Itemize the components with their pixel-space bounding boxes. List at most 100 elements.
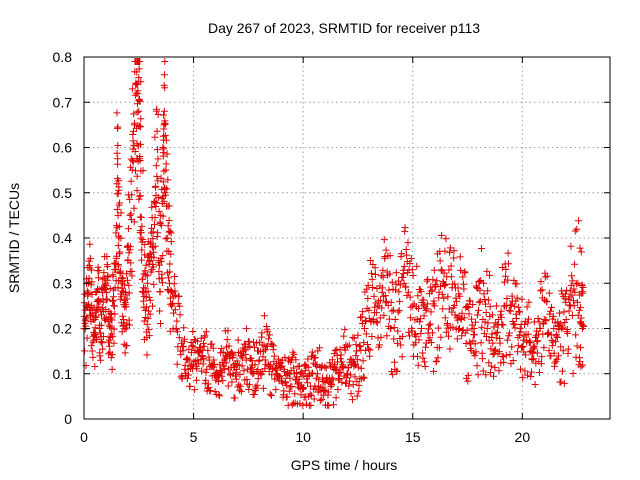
data-point bbox=[125, 281, 133, 289]
data-point bbox=[423, 305, 431, 313]
data-point bbox=[414, 292, 422, 300]
data-point bbox=[493, 328, 501, 336]
data-point bbox=[514, 342, 522, 350]
data-point bbox=[164, 222, 172, 230]
data-point bbox=[231, 394, 239, 402]
data-point bbox=[386, 252, 394, 260]
data-point bbox=[328, 356, 336, 364]
data-point bbox=[548, 303, 556, 311]
data-point bbox=[136, 192, 144, 200]
data-point bbox=[228, 378, 236, 386]
data-point bbox=[380, 236, 388, 244]
data-point bbox=[108, 316, 116, 324]
data-point bbox=[432, 357, 440, 365]
data-point bbox=[256, 348, 264, 356]
data-point bbox=[226, 355, 234, 363]
data-point bbox=[530, 355, 538, 363]
data-point bbox=[321, 363, 329, 371]
data-point bbox=[262, 346, 270, 354]
data-point bbox=[149, 228, 157, 236]
data-point bbox=[458, 309, 466, 317]
data-point bbox=[322, 364, 330, 372]
data-point bbox=[200, 342, 208, 350]
data-point bbox=[223, 336, 231, 344]
data-point bbox=[400, 270, 408, 278]
data-point bbox=[187, 339, 195, 347]
data-point bbox=[363, 285, 371, 293]
data-point bbox=[162, 160, 170, 168]
data-point bbox=[176, 311, 184, 319]
data-point bbox=[148, 224, 156, 232]
data-point bbox=[129, 127, 137, 135]
data-point bbox=[166, 227, 174, 235]
data-point bbox=[416, 315, 424, 323]
data-point bbox=[347, 390, 355, 398]
data-point bbox=[115, 186, 123, 194]
data-point bbox=[310, 395, 318, 403]
data-point bbox=[150, 281, 158, 289]
data-point bbox=[120, 319, 128, 327]
data-point bbox=[250, 369, 258, 377]
data-point bbox=[121, 349, 129, 357]
data-point bbox=[304, 355, 312, 363]
data-point bbox=[338, 378, 346, 386]
data-point bbox=[487, 369, 495, 377]
data-point bbox=[141, 241, 149, 249]
data-point bbox=[248, 364, 256, 372]
data-point bbox=[329, 401, 337, 409]
data-point bbox=[388, 307, 396, 315]
data-point bbox=[209, 344, 217, 352]
data-point bbox=[171, 272, 179, 280]
data-point bbox=[268, 340, 276, 348]
data-point bbox=[543, 298, 551, 306]
data-point bbox=[554, 352, 562, 360]
data-point bbox=[453, 297, 461, 305]
data-point bbox=[465, 304, 473, 312]
data-point bbox=[108, 297, 116, 305]
data-point bbox=[156, 288, 164, 296]
data-point bbox=[243, 325, 251, 333]
data-point bbox=[556, 309, 564, 317]
data-point bbox=[382, 246, 390, 254]
data-point bbox=[352, 347, 360, 355]
data-point bbox=[100, 315, 108, 323]
data-point bbox=[246, 342, 254, 350]
data-point bbox=[141, 267, 149, 275]
data-point bbox=[117, 267, 125, 275]
data-point bbox=[160, 107, 168, 115]
data-point bbox=[307, 392, 315, 400]
data-point bbox=[485, 271, 493, 279]
data-point bbox=[257, 371, 265, 379]
data-point bbox=[339, 362, 347, 370]
data-point bbox=[484, 287, 492, 295]
data-point bbox=[517, 365, 525, 373]
data-point bbox=[385, 286, 393, 294]
data-point bbox=[113, 180, 121, 188]
data-point bbox=[438, 290, 446, 298]
data-point bbox=[135, 74, 143, 82]
data-point bbox=[144, 287, 152, 295]
data-point bbox=[164, 285, 172, 293]
data-point bbox=[122, 303, 130, 311]
data-point bbox=[511, 324, 519, 332]
data-point bbox=[96, 329, 104, 337]
data-point bbox=[379, 266, 387, 274]
data-point bbox=[139, 236, 147, 244]
data-point bbox=[157, 257, 165, 265]
data-point bbox=[137, 140, 145, 148]
data-point bbox=[164, 176, 172, 184]
data-point bbox=[305, 371, 313, 379]
data-point bbox=[154, 194, 162, 202]
data-point bbox=[380, 311, 388, 319]
data-point bbox=[450, 247, 458, 255]
data-point bbox=[397, 341, 405, 349]
data-point bbox=[165, 217, 173, 225]
data-point bbox=[483, 325, 491, 332]
data-point bbox=[105, 342, 113, 350]
y-tick-label: 0.7 bbox=[53, 94, 73, 110]
data-point bbox=[153, 105, 161, 113]
data-point bbox=[114, 190, 122, 198]
data-point bbox=[149, 263, 157, 271]
data-point bbox=[397, 250, 405, 258]
